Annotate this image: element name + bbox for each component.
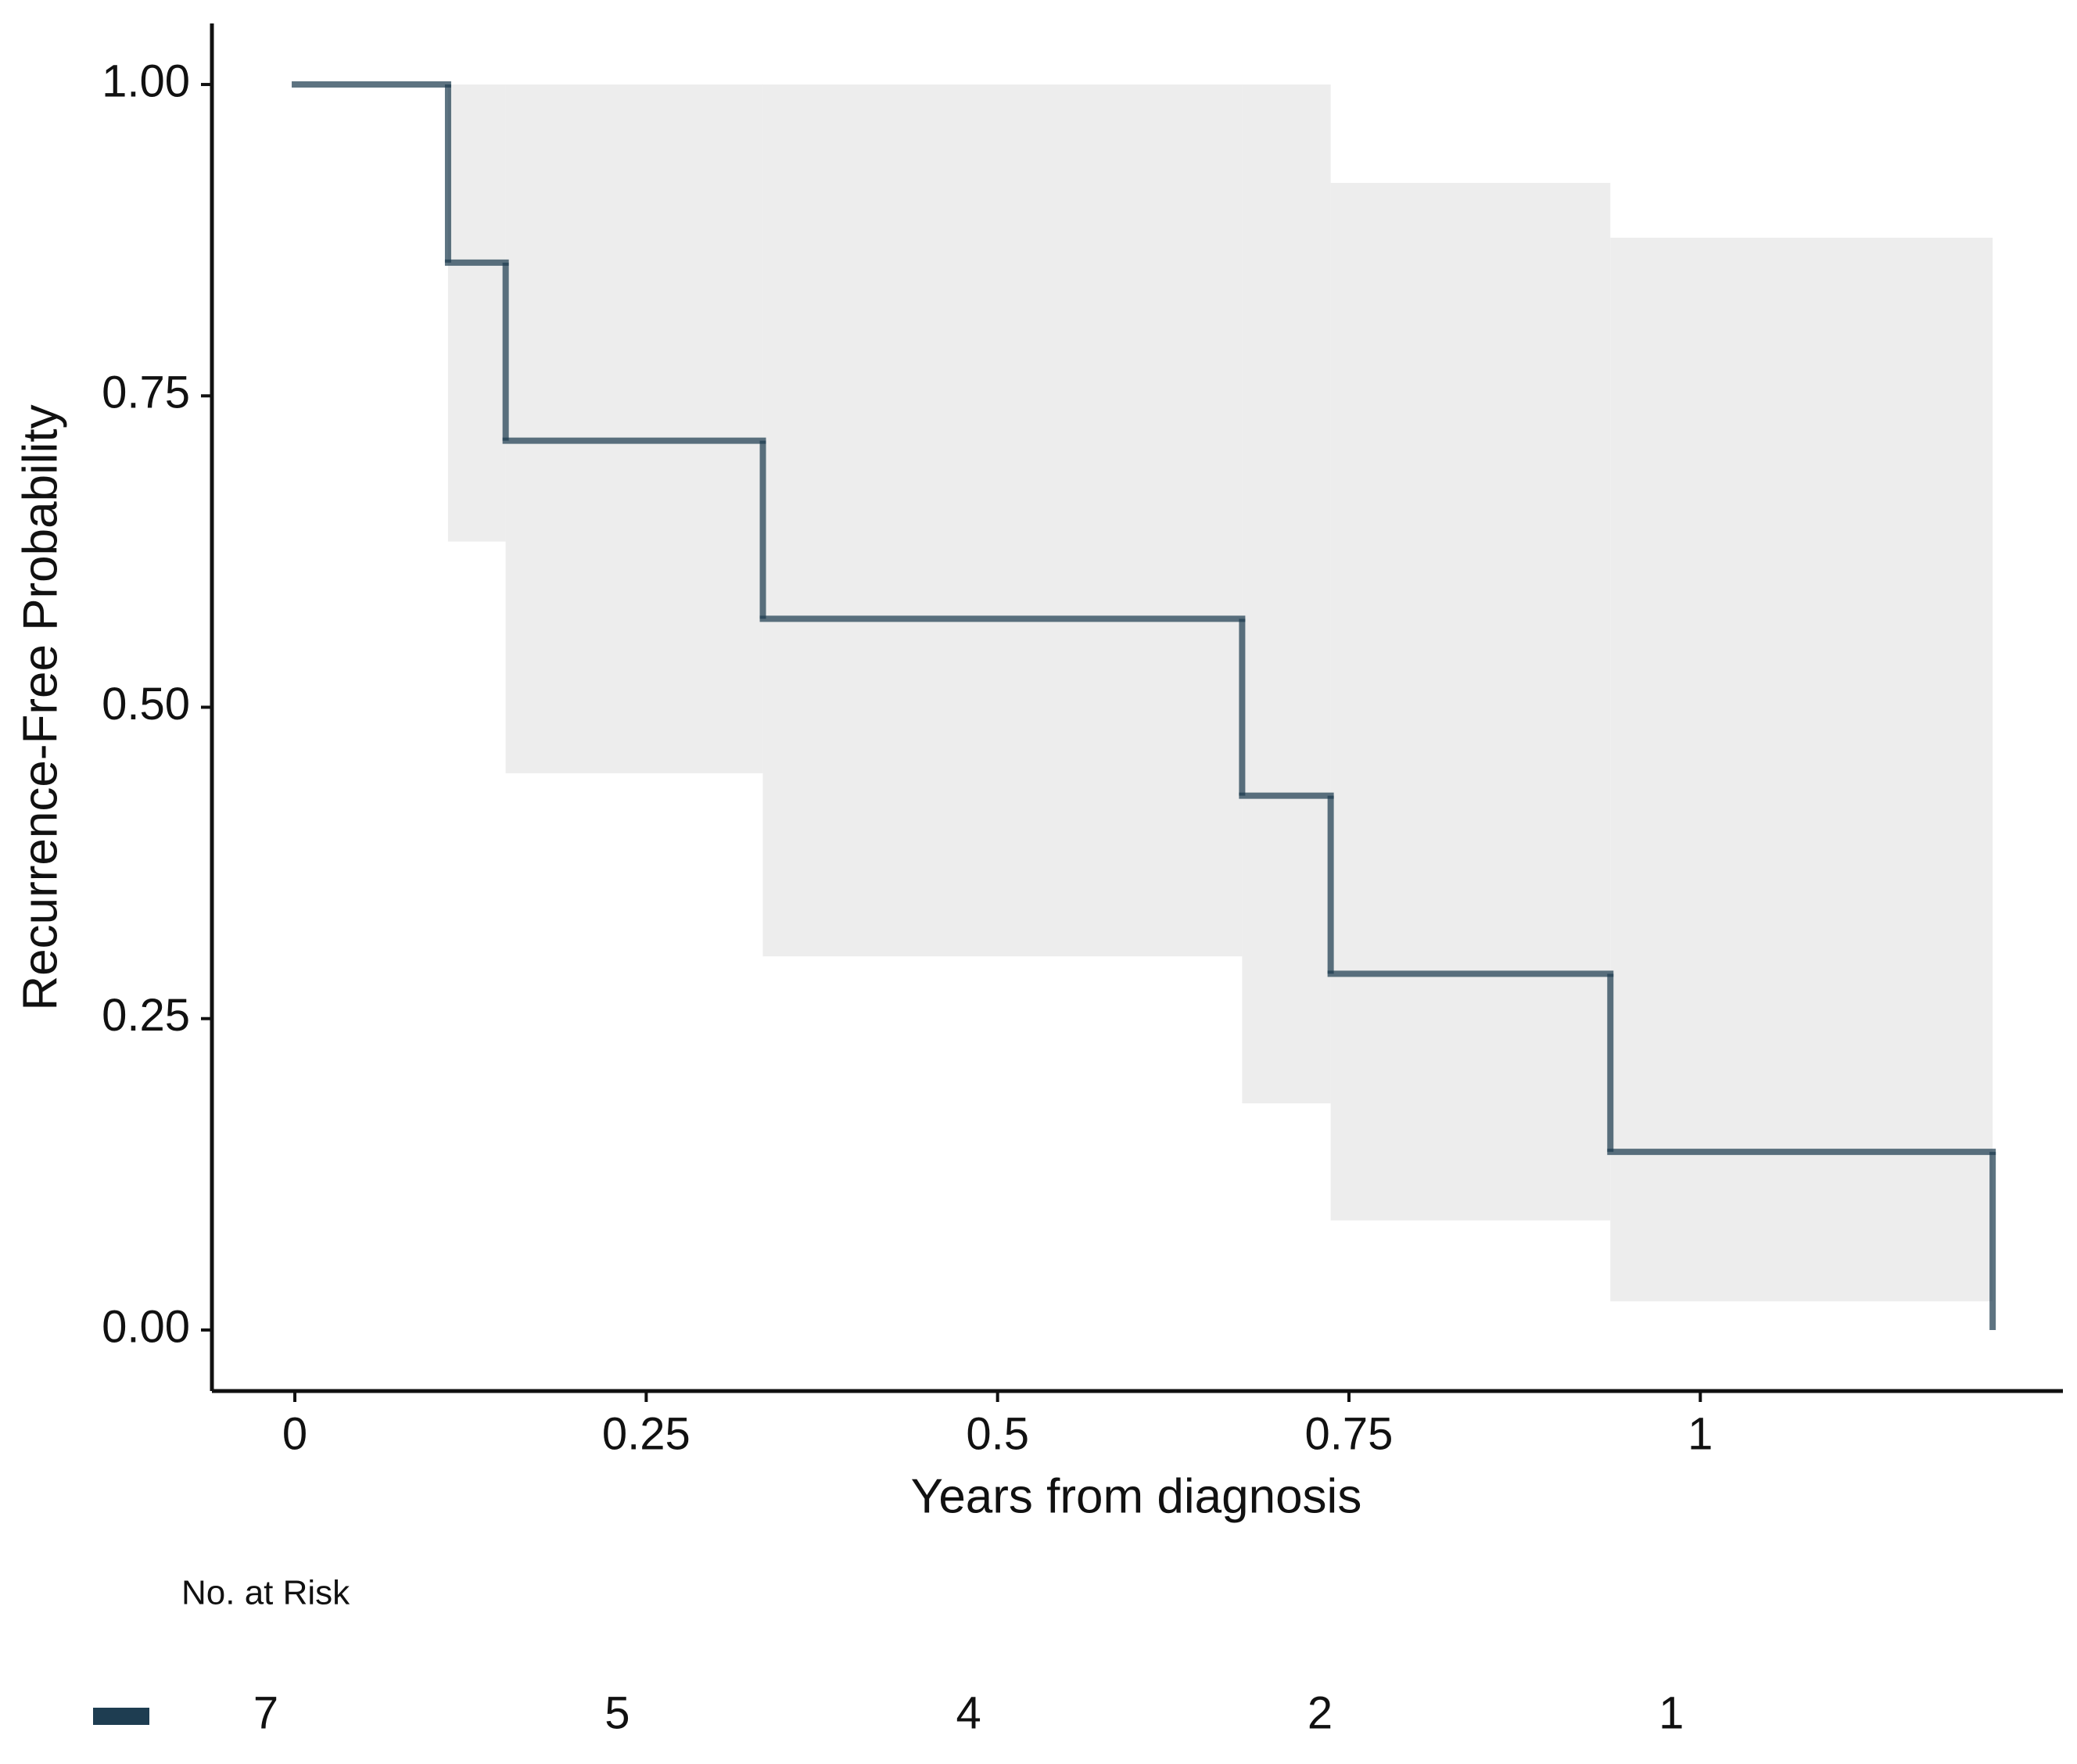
y-tick-label: 0.75 (102, 368, 190, 418)
x-tick-label: 0.25 (602, 1408, 691, 1459)
ci-band (505, 84, 763, 773)
ci-band (1610, 237, 1993, 1302)
y-tick-label: 1.00 (102, 56, 190, 106)
y-axis-title: Recurrence-Free Probability (13, 404, 67, 1010)
risk-count: 7 (253, 1687, 278, 1738)
ci-band (1330, 182, 1611, 1221)
risk-count: 2 (1308, 1687, 1333, 1738)
y-tick-label: 0.25 (102, 990, 190, 1041)
x-tick-label: 0 (282, 1408, 307, 1459)
x-tick-label: 1 (1688, 1408, 1713, 1459)
risk-count: 4 (956, 1687, 981, 1738)
ci-band (447, 84, 506, 542)
ci-band (1242, 84, 1331, 1104)
x-axis-title: Years from diagnosis (911, 1469, 1362, 1523)
ci-band (762, 84, 1243, 957)
risk-count: 1 (1659, 1687, 1684, 1738)
x-tick-label: 0.5 (966, 1408, 1029, 1459)
x-tick-label: 0.75 (1305, 1408, 1394, 1459)
y-tick-label: 0.50 (102, 679, 190, 730)
risk-count: 5 (604, 1687, 630, 1738)
risk-table-title: No. at Risk (181, 1574, 350, 1612)
y-tick-label: 0.00 (102, 1301, 190, 1352)
